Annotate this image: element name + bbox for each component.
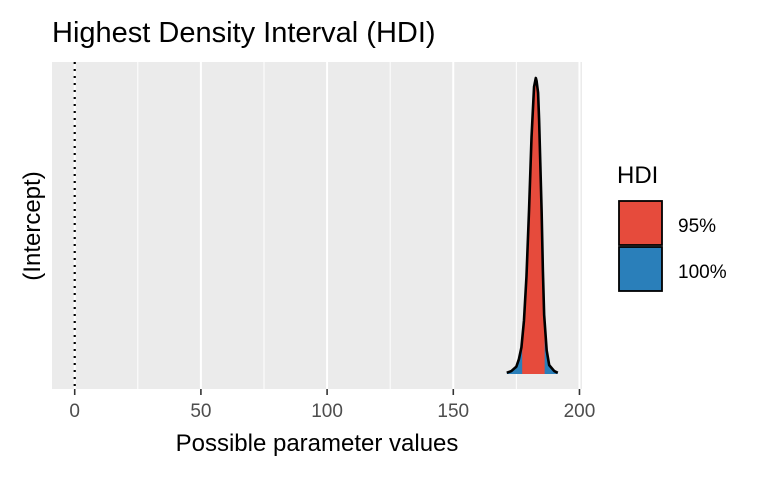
x-tick-label: 150 xyxy=(437,401,469,422)
x-axis: 0 50 100 150 200 xyxy=(69,389,595,422)
plot-panel xyxy=(52,62,582,389)
grid-minor xyxy=(137,62,517,389)
density-area xyxy=(506,76,559,375)
x-tick-label: 100 xyxy=(311,401,343,422)
density-outline xyxy=(506,76,559,375)
legend-label-95: 95% xyxy=(678,216,716,237)
legend-label-100: 100% xyxy=(678,262,727,283)
x-tick-label: 50 xyxy=(190,401,211,422)
legend-key-95 xyxy=(618,200,663,246)
x-tick-label: 0 xyxy=(69,401,80,422)
x-tick-label: 200 xyxy=(564,401,596,422)
legend-key-100 xyxy=(618,246,663,292)
y-axis-label: (Intercept) xyxy=(19,171,46,280)
chart-title: Highest Density Interval (HDI) xyxy=(52,17,436,49)
legend: HDI 95% 100% xyxy=(617,162,727,292)
x-axis-label: Possible parameter values xyxy=(176,430,459,457)
legend-title: HDI xyxy=(617,162,658,189)
grid-major xyxy=(73,62,581,389)
